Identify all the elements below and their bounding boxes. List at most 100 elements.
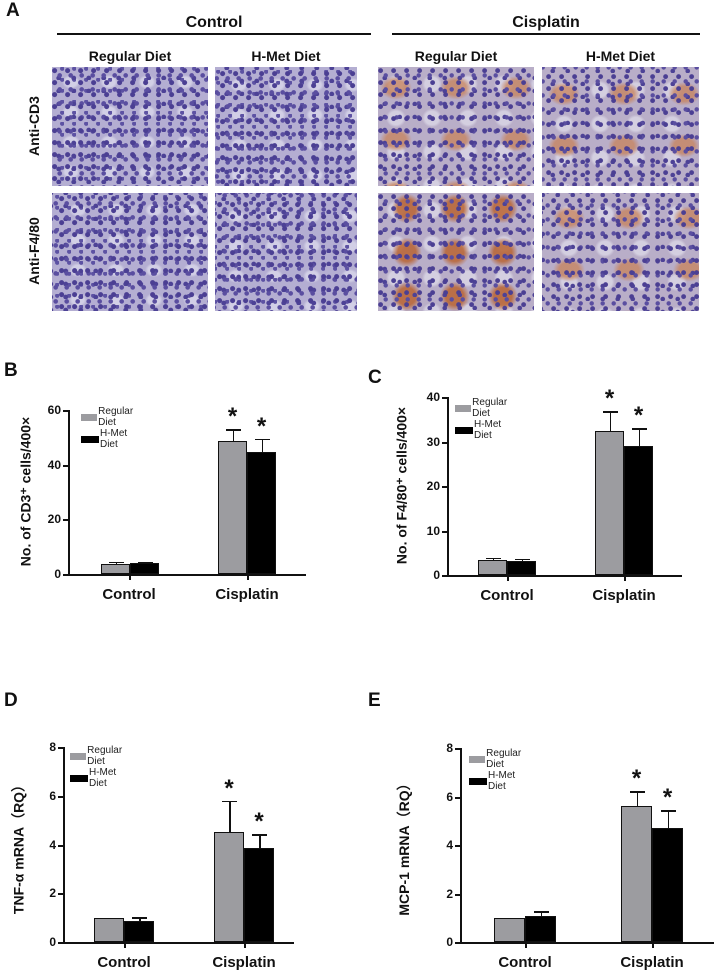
bar-control-hmet xyxy=(507,561,536,575)
legend: Regular Diet H-Met Diet xyxy=(469,748,527,792)
bar-control-hmet xyxy=(124,921,154,942)
category-label-control: Control xyxy=(102,586,156,603)
legend: Regular Diet H-Met Diet xyxy=(70,745,128,789)
y-tick xyxy=(455,845,460,847)
error-cap xyxy=(514,558,530,561)
y-tick xyxy=(63,519,68,522)
panel-letter-b: B xyxy=(4,360,18,381)
legend-label: H-Met Diet xyxy=(487,770,516,792)
y-tick-label: 2 xyxy=(49,886,56,901)
y-tick xyxy=(442,486,447,488)
row-label-anti-cd3: Anti-CD3 xyxy=(26,96,42,156)
y-tick-label: 0 xyxy=(54,567,61,581)
bar-control-regular xyxy=(494,917,525,942)
error-cap xyxy=(533,911,549,913)
y-axis xyxy=(63,747,65,944)
micrograph-cd3-control-hmet xyxy=(215,67,357,186)
bar-control-hmet xyxy=(525,916,556,942)
legend-swatch-regular xyxy=(70,752,87,760)
legend-swatch-hmet xyxy=(81,435,99,443)
y-tick-label: 10 xyxy=(426,523,440,538)
y-tick-label: 8 xyxy=(49,740,56,754)
y-tick-label: 30 xyxy=(426,434,440,449)
y-axis-label: No. of CD3⁺ cells/400× xyxy=(17,416,34,567)
category-label-cisplatin: Cisplatin xyxy=(620,954,684,971)
legend-item: H-Met Diet xyxy=(70,767,128,789)
y-tick xyxy=(455,796,460,799)
y-axis-label: No. of F4/80⁺ cells/400× xyxy=(393,406,410,565)
y-tick-label: 8 xyxy=(446,741,453,755)
legend-item: Regular Diet xyxy=(81,406,139,428)
category-label-control: Control xyxy=(97,954,151,971)
group-title-control: Control xyxy=(185,14,243,31)
legend-swatch-regular xyxy=(469,755,486,763)
legend-label: Regular Diet xyxy=(472,397,508,419)
legend-swatch-regular xyxy=(81,413,98,421)
column-title-cisplatin-regular: Regular Diet xyxy=(414,48,498,64)
y-tick xyxy=(58,747,63,749)
error-cap xyxy=(137,561,153,564)
y-tick xyxy=(58,844,63,847)
y-tick xyxy=(442,575,447,577)
bar-cisplatin-regular xyxy=(621,805,652,942)
category-label-cisplatin: Cisplatin xyxy=(212,954,276,971)
error-bar xyxy=(667,810,669,829)
x-axis xyxy=(63,942,294,944)
error-cap xyxy=(252,834,267,836)
error-cap xyxy=(254,438,270,441)
error-bar xyxy=(139,917,141,922)
x-tick xyxy=(129,575,131,580)
micrograph-cd3-cisplatin-hmet xyxy=(542,67,699,186)
significance-asterisk: * xyxy=(631,765,642,793)
legend-item: H-Met Diet xyxy=(81,428,139,450)
error-bar xyxy=(540,911,542,917)
y-tick-label: 0 xyxy=(433,568,440,582)
y-tick-label: 0 xyxy=(49,935,56,949)
micrograph-f480-cisplatin-regular xyxy=(378,193,534,311)
legend-swatch-hmet xyxy=(70,774,88,782)
bar-cisplatin-hmet xyxy=(244,847,274,942)
y-tick-label: 40 xyxy=(47,457,61,472)
y-tick-label: 4 xyxy=(49,837,56,852)
x-tick xyxy=(624,576,626,581)
category-label-cisplatin: Cisplatin xyxy=(215,586,279,603)
bar-cisplatin-regular xyxy=(218,441,247,574)
category-label-cisplatin: Cisplatin xyxy=(592,587,656,604)
significance-asterisk: * xyxy=(662,784,673,812)
x-tick xyxy=(525,943,527,948)
legend-item: Regular Diet xyxy=(469,748,527,770)
bar-control-regular xyxy=(101,564,130,574)
significance-asterisk: * xyxy=(604,385,615,413)
legend-label: H-Met Diet xyxy=(473,419,502,441)
error-cap xyxy=(660,810,676,812)
y-tick xyxy=(63,410,68,412)
x-axis xyxy=(447,575,682,577)
bar-cisplatin-hmet xyxy=(624,446,653,575)
x-tick xyxy=(244,943,246,948)
panel-letter-a: A xyxy=(6,0,20,21)
y-axis-label: TNF-α mRNA（RQ） xyxy=(10,777,26,914)
y-tick-label: 2 xyxy=(446,886,453,901)
y-tick-label: 20 xyxy=(47,512,61,527)
y-tick xyxy=(58,942,63,944)
panel-letter-d: D xyxy=(4,690,18,711)
y-tick-label: 6 xyxy=(446,789,453,804)
error-cap xyxy=(602,411,618,413)
bar-cisplatin-regular xyxy=(595,430,624,575)
error-bar xyxy=(638,428,640,447)
y-tick xyxy=(63,574,68,576)
column-title-control-hmet: H-Met Diet xyxy=(251,48,321,64)
legend-item: Regular Diet xyxy=(70,745,128,767)
micrograph-cd3-control-regular xyxy=(52,67,208,186)
error-cap xyxy=(225,429,241,431)
legend-label: Regular Diet xyxy=(98,406,134,428)
legend-swatch-hmet xyxy=(469,777,487,785)
error-cap xyxy=(631,428,647,430)
y-tick-label: 4 xyxy=(446,838,453,852)
error-cap xyxy=(132,917,147,919)
y-axis xyxy=(68,410,70,576)
y-axis xyxy=(460,748,462,944)
y-axis-label: MCP-1 mRNA（RQ） xyxy=(396,776,412,916)
bar-cisplatin-regular xyxy=(214,832,244,942)
legend-item: H-Met Diet xyxy=(455,419,513,441)
